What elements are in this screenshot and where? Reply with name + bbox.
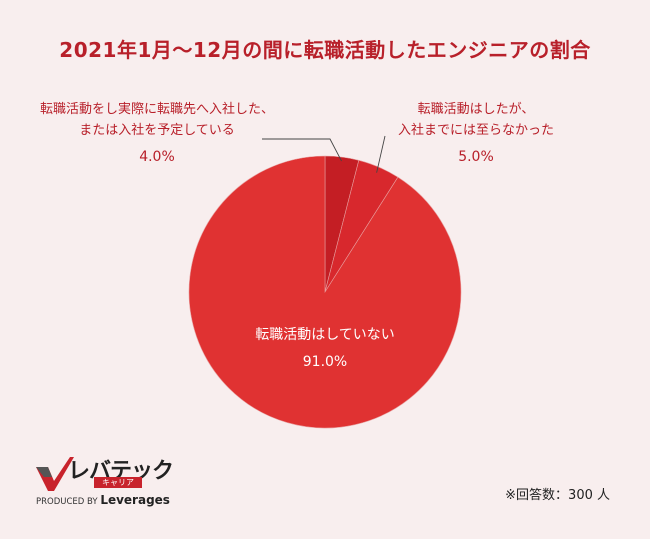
slice-label-joined: 転職活動をし実際に転職先へ入社した、 または入社を予定している 4.0% — [22, 99, 292, 169]
leader-line-joined — [262, 138, 342, 162]
slice-value-label: 91.0% — [302, 354, 348, 370]
slice-label-line: 転職活動はしていない — [255, 327, 395, 343]
checkmark-logo-icon — [36, 457, 74, 491]
slice-label-line: 入社までには至らなかった — [397, 123, 554, 138]
logo-sub: キャリア — [94, 477, 142, 488]
brand-text: Leverages — [100, 493, 170, 507]
slice-value-label: 4.0% — [139, 149, 175, 165]
slice-label-not-joined: 転職活動はしたが、 入社までには至らなかった 5.0% — [366, 99, 586, 169]
produced-by-text: PRODUCED BY — [36, 497, 98, 507]
pie-slice-no-activity — [188, 155, 462, 429]
chart-title: 2021年1月〜12月の間に転職活動したエンジニアの割合 — [59, 38, 591, 62]
leader-line-not-joined — [376, 135, 386, 173]
response-count: ※回答数：300 人 — [505, 488, 610, 503]
logo-produced-by: PRODUCED BY Leverages — [36, 493, 170, 507]
company-logo: レバテック キャリア PRODUCED BY Leverages — [32, 455, 192, 507]
slice-label-line: 転職活動はしたが、 — [417, 102, 535, 117]
slice-label-line: 転職活動をし実際に転職先へ入社した、 — [39, 102, 274, 117]
slice-label-line: または入社を予定している — [79, 123, 235, 138]
slice-label-no-activity: 転職活動はしていない 91.0% — [210, 325, 440, 374]
slice-value-label: 5.0% — [458, 149, 494, 165]
